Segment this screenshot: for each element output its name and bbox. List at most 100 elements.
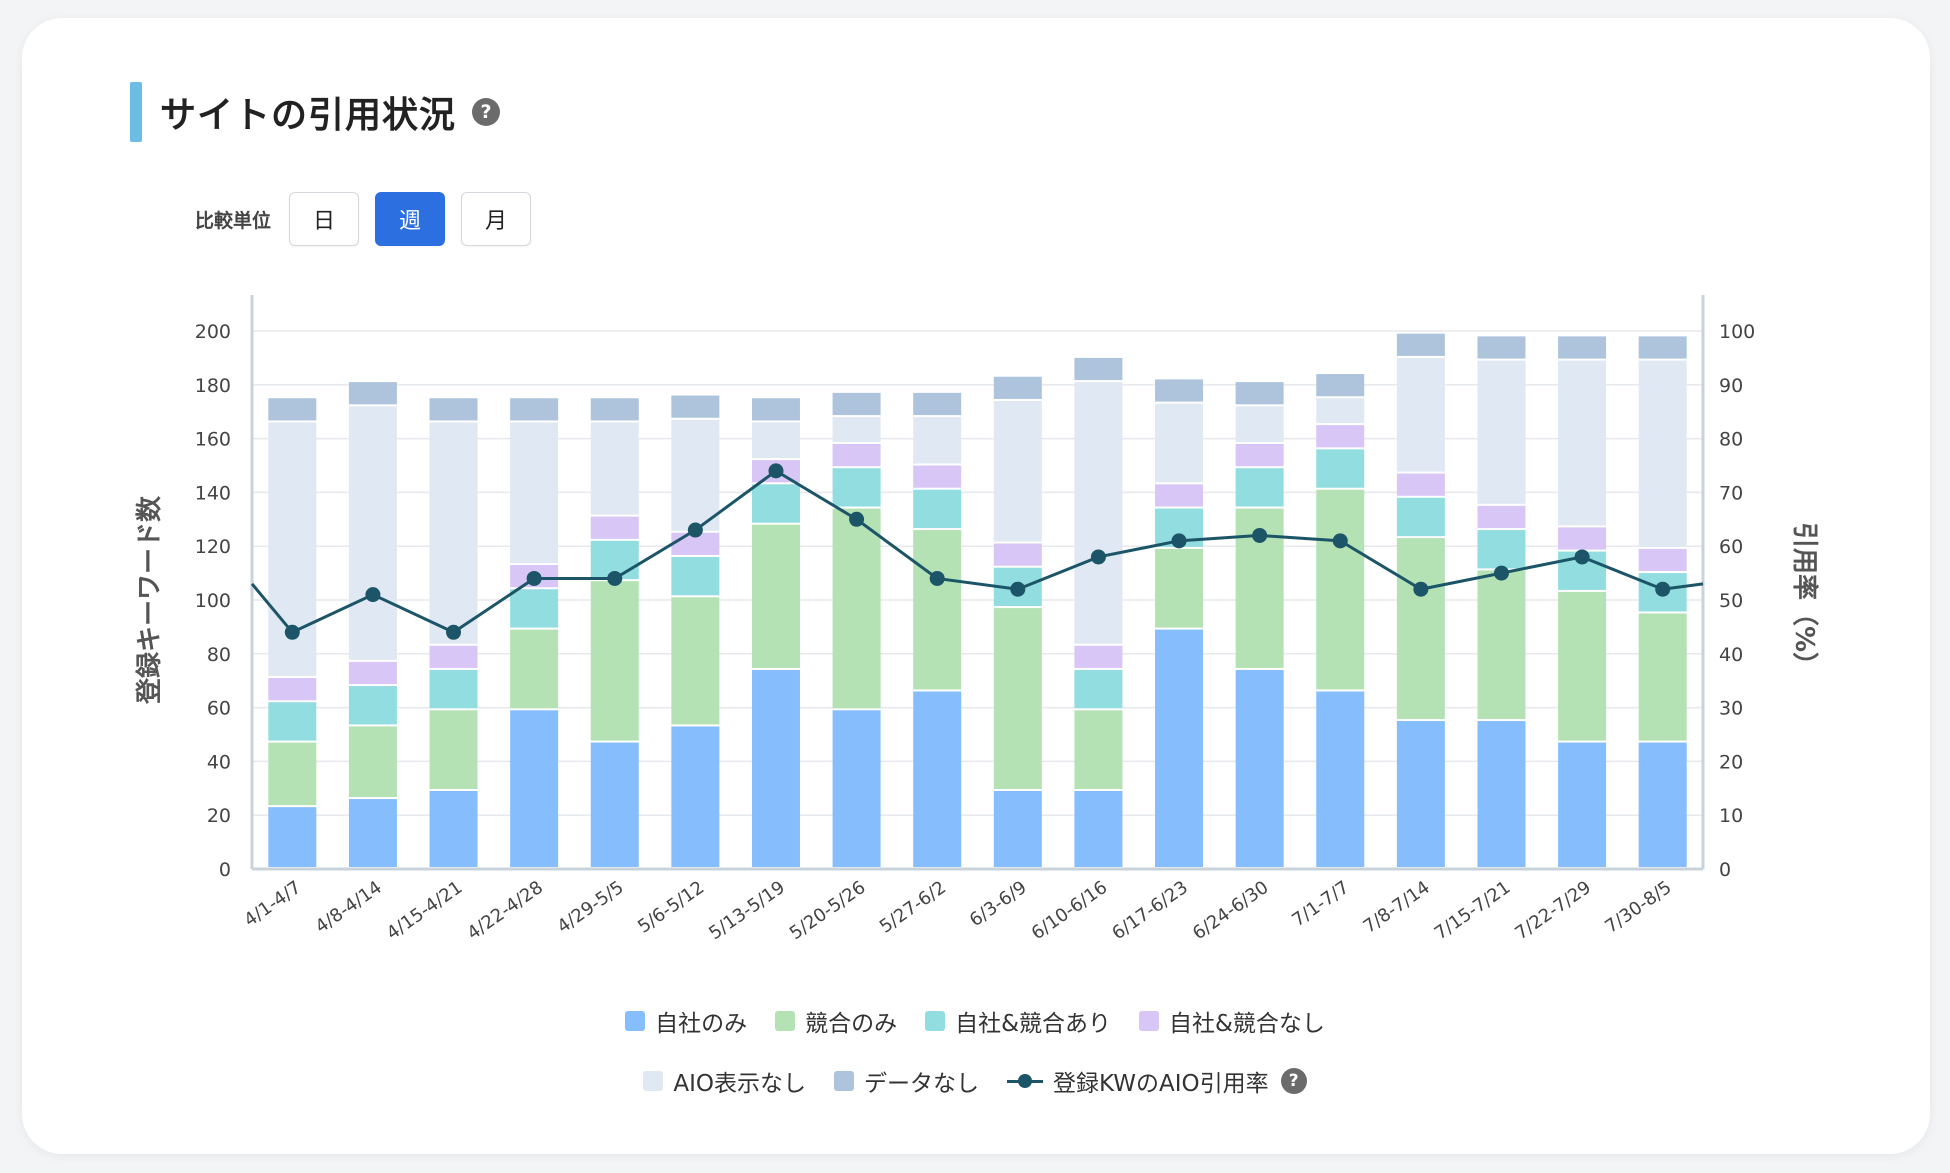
bar-segment: [832, 392, 881, 416]
bar-segment: [348, 726, 397, 798]
bar-segment: [348, 382, 397, 405]
x-tick-label: 4/15-4/21: [383, 877, 467, 944]
bar-segment: [1396, 473, 1445, 496]
compare-unit-label: 比較単位: [195, 209, 272, 232]
y-left-tick-label: 40: [207, 751, 231, 773]
legend-swatch: [643, 1071, 664, 1091]
bar-segment: [913, 465, 962, 488]
bar-segment: [1316, 425, 1365, 448]
bar-segment: [671, 395, 720, 418]
unit-month-button[interactable]: 月: [461, 192, 532, 246]
bar-segment: [1316, 398, 1365, 424]
citation-rate-point: [1010, 581, 1026, 597]
y-left-tick-label: 140: [195, 482, 231, 504]
bar-segment: [1235, 468, 1284, 507]
bar-segment: [751, 484, 800, 523]
bar-segment: [429, 669, 478, 709]
bar-segment: [1155, 484, 1204, 507]
bar-segment: [429, 790, 478, 867]
bar-segment: [671, 726, 720, 867]
legend-item-both[interactable]: 自社&競合あり: [925, 1004, 1111, 1038]
bar-segment: [1235, 669, 1284, 867]
y-right-axis-title: 引用率（%）: [1789, 522, 1820, 678]
bar-segment: [671, 556, 720, 596]
bar-segment: [429, 645, 478, 668]
bar-segment: [1074, 669, 1123, 709]
compare-unit-selector: 比較単位 日 週 月: [195, 192, 547, 246]
citation-rate-point: [365, 587, 381, 603]
bar-segment: [1155, 403, 1204, 483]
y-left-tick-label: 120: [195, 536, 231, 558]
citation-rate-point: [526, 570, 542, 586]
bar-segment: [1074, 357, 1123, 381]
bar-segment: [1074, 382, 1123, 644]
citation-rate-point: [849, 511, 865, 527]
y-right-tick-label: 50: [1719, 590, 1743, 612]
bar-segment: [1638, 548, 1687, 572]
x-tick-label: 6/10-6/16: [1028, 877, 1112, 944]
bar-segment: [590, 516, 639, 539]
bar-segment: [1316, 489, 1365, 690]
bar-segment: [590, 742, 639, 867]
bar-segment: [1558, 336, 1607, 359]
bar-segment: [268, 702, 317, 741]
y-left-tick-label: 0: [219, 859, 231, 881]
unit-day-button[interactable]: 日: [289, 192, 360, 246]
section-header: サイトの引用状況 ?: [130, 82, 501, 142]
bar-segment: [751, 398, 800, 421]
help-icon[interactable]: ?: [1280, 1068, 1307, 1094]
legend-item-own-only[interactable]: 自社のみ: [625, 1004, 747, 1038]
bar-segment: [993, 608, 1042, 789]
y-right-tick-label: 60: [1719, 536, 1743, 558]
citation-rate-point: [768, 463, 784, 479]
bar-segment: [993, 376, 1042, 399]
legend-swatch: [834, 1071, 854, 1091]
x-tick-label: 4/1-4/7: [240, 877, 305, 931]
bar-segment: [1074, 645, 1123, 668]
bar-segment: [671, 597, 720, 725]
legend-item-competitor-only[interactable]: 競合のみ: [775, 1004, 897, 1038]
legend-swatch: [925, 1011, 946, 1031]
bar-segment: [1638, 742, 1687, 867]
bar-segment: [1558, 591, 1607, 741]
bar-segment: [1477, 505, 1526, 529]
bar-segment: [268, 398, 317, 421]
bar-segment: [751, 669, 800, 867]
y-left-tick-label: 20: [207, 805, 231, 827]
x-tick-label: 4/22-4/28: [463, 877, 547, 944]
bar-segment: [1477, 570, 1526, 720]
bar-segment: [1638, 360, 1687, 547]
bar-segment: [1558, 742, 1607, 867]
bar-segment: [510, 629, 559, 709]
y-right-tick-label: 30: [1719, 698, 1743, 720]
title-accent-bar: [130, 82, 142, 142]
y-right-tick-label: 40: [1719, 644, 1743, 666]
x-tick-label: 6/17-6/23: [1108, 877, 1192, 944]
citation-rate-point: [929, 570, 945, 586]
bar-segment: [429, 422, 478, 644]
x-tick-label: 5/13-5/19: [705, 877, 789, 944]
x-tick-label: 5/20-5/26: [786, 877, 870, 944]
bar-segment: [1074, 790, 1123, 867]
legend-swatch: [625, 1011, 646, 1031]
bar-segment: [348, 406, 397, 660]
legend-item-citation-rate[interactable]: 登録KWのAIO引用率 ?: [1007, 1064, 1307, 1098]
x-tick-label: 7/22-7/29: [1511, 877, 1595, 944]
x-tick-label: 6/3-6/9: [966, 877, 1031, 931]
bar-segment: [590, 398, 639, 421]
citation-rate-point: [687, 522, 703, 538]
x-tick-label: 5/27-6/2: [876, 877, 950, 938]
legend-item-no-data[interactable]: データなし: [834, 1064, 979, 1098]
legend-label: 登録KWのAIO引用率: [1053, 1071, 1269, 1097]
legend-item-no-aio[interactable]: AIO表示なし: [643, 1064, 806, 1098]
bar-segment: [1477, 336, 1526, 359]
bar-segment: [590, 581, 639, 741]
unit-week-button[interactable]: 週: [375, 192, 446, 246]
legend-item-neither[interactable]: 自社&競合なし: [1139, 1004, 1325, 1038]
bar-segment: [1074, 710, 1123, 789]
y-left-tick-label: 60: [207, 698, 231, 720]
citation-rate-point: [446, 624, 462, 640]
help-icon[interactable]: ?: [472, 98, 501, 126]
citation-rate-point: [607, 570, 623, 586]
